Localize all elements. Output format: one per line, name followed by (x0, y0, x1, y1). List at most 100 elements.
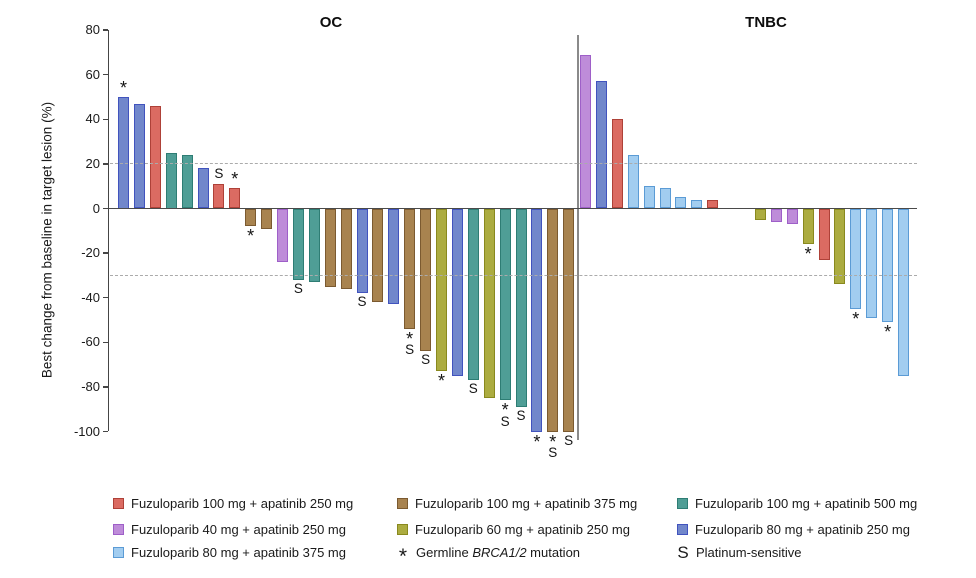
bar (165, 152, 177, 209)
bar (866, 208, 878, 318)
bar (643, 186, 655, 209)
y-tick (102, 386, 108, 388)
legend-swatch-red (113, 498, 124, 509)
legend-label: Fuzuloparib 100 mg + apatinib 375 mg (415, 496, 638, 511)
mark-brca-asterisk: * (231, 169, 239, 190)
bar (118, 97, 129, 209)
legend-symbol-s: S (677, 543, 689, 562)
bar (483, 208, 495, 399)
y-tick (102, 29, 108, 31)
y-tick (102, 296, 108, 299)
bar (388, 208, 400, 305)
y-tick (102, 252, 108, 254)
bar (451, 208, 463, 376)
mark-brca-asterisk: * (852, 308, 860, 329)
legend-swatch-brown (397, 498, 408, 509)
mark-platinum-s: S (500, 413, 510, 429)
ref-line-plus20 (110, 163, 917, 165)
bar (213, 183, 225, 209)
legend-swatch-olive (397, 524, 408, 535)
bar (818, 208, 830, 260)
legend-swatch-orchid (113, 524, 124, 535)
zero-baseline (109, 207, 917, 210)
bar (356, 208, 368, 294)
legend-swatch-royal (677, 524, 688, 535)
mark-brca-asterisk: * (549, 431, 557, 452)
y-tick (102, 163, 108, 165)
panel-title-tnbc: TNBC (745, 14, 787, 31)
legend-item: Fuzuloparib 80 mg + apatinib 375 mg (113, 545, 346, 560)
bar (245, 208, 257, 227)
y-tick-label: -20 (81, 245, 100, 261)
bar (659, 188, 671, 209)
bar (149, 105, 161, 209)
legend-item: Fuzuloparib 100 mg + apatinib 250 mg (113, 496, 353, 511)
y-tick-label: -80 (81, 378, 100, 394)
y-tick (102, 73, 108, 76)
legend-item: Fuzuloparib 100 mg + apatinib 500 mg (677, 496, 917, 511)
y-tick-label: -40 (81, 289, 100, 305)
bar (404, 208, 416, 329)
bar (261, 208, 273, 229)
legend-label: Fuzuloparib 80 mg + apatinib 375 mg (131, 545, 346, 560)
y-tick-label: 60 (85, 66, 100, 82)
legend-label: Fuzuloparib 100 mg + apatinib 500 mg (695, 496, 918, 511)
bar (133, 103, 145, 209)
legend-item: Fuzuloparib 40 mg + apatinib 250 mg (113, 522, 346, 537)
panel-separator-line (577, 35, 579, 440)
legend-swatch-sky (113, 547, 124, 558)
legend-item: Fuzuloparib 100 mg + apatinib 375 mg (397, 496, 637, 511)
legend-label: Fuzuloparib 100 mg + apatinib 250 mg (131, 496, 354, 511)
y-tick-label: 40 (85, 111, 100, 127)
bar (882, 208, 894, 323)
ref-line-minus30 (110, 274, 917, 276)
bar (372, 208, 384, 303)
mark-platinum-s: S (548, 445, 558, 460)
legend-label: Platinum-sensitive (696, 545, 802, 560)
bar (531, 208, 543, 432)
bar (277, 208, 288, 263)
legend-swatch-teal (677, 498, 688, 509)
panel-title-oc: OC (319, 14, 343, 31)
mark-platinum-s: S (357, 294, 367, 310)
y-axis-line (107, 30, 109, 432)
y-tick (102, 118, 108, 121)
y-tick-label: 80 (85, 22, 100, 38)
bar (802, 208, 814, 245)
bar (770, 208, 782, 222)
y-tick-label: 0 (92, 200, 100, 216)
mark-platinum-s: S (468, 381, 478, 397)
bar (467, 208, 479, 381)
mark-platinum-s: S (421, 352, 431, 368)
bar (292, 208, 304, 280)
mark-brca-asterisk: * (437, 371, 445, 392)
y-tick (102, 341, 108, 344)
bar (436, 208, 447, 372)
mark-brca-asterisk: * (804, 244, 812, 265)
mark-platinum-s: S (564, 432, 574, 448)
bar (197, 168, 209, 209)
bar (754, 208, 766, 220)
bar (515, 208, 527, 407)
mark-platinum-s: S (214, 165, 224, 181)
y-tick-label: -60 (81, 334, 100, 350)
mark-brca-asterisk: * (119, 78, 127, 98)
bar (563, 208, 575, 432)
bar (499, 208, 511, 401)
mark-brca-asterisk: * (533, 431, 541, 452)
y-tick (102, 207, 108, 210)
bar (420, 208, 432, 352)
bar (547, 208, 559, 432)
y-tick (102, 430, 108, 433)
legend-label: Fuzuloparib 60 mg + apatinib 250 mg (415, 522, 630, 537)
legend-label: Germline BRCA1/2 mutation (416, 545, 581, 560)
bar (580, 54, 591, 209)
mark-brca-asterisk: * (501, 400, 509, 421)
bar (834, 208, 846, 285)
bar (595, 81, 607, 209)
bar (340, 208, 352, 289)
mark-platinum-s: S (516, 407, 526, 423)
bar (229, 188, 241, 209)
y-tick-label: 20 (85, 155, 100, 171)
